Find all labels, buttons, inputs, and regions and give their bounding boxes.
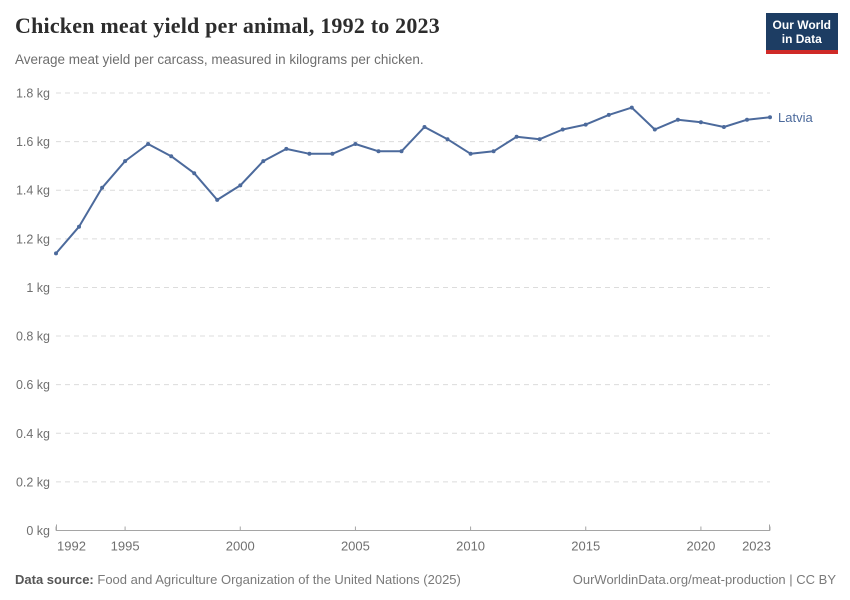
data-source-text: Food and Agriculture Organization of the…: [97, 572, 461, 587]
data-source-label: Data source:: [15, 572, 94, 587]
data-line-latvia[interactable]: [55, 106, 771, 255]
x-tick-label: 2020: [686, 539, 715, 554]
data-point[interactable]: [698, 120, 703, 125]
data-point[interactable]: [169, 154, 174, 159]
line-chart: 0 kg 0.2 kg 0.4 kg 0.6 kg 0.8 kg 1 kg 1.2 kg 1.…: [16, 87, 814, 554]
owid-logo-line2: in Data: [781, 32, 822, 46]
owid-logo-line1: Our World: [772, 18, 831, 32]
data-point[interactable]: [629, 105, 634, 110]
data-point[interactable]: [468, 151, 473, 156]
y-tick-label: 0.8 kg: [16, 330, 50, 344]
data-point[interactable]: [123, 159, 128, 164]
owid-logo[interactable]: Our World in Data: [765, 13, 838, 54]
data-point[interactable]: [606, 112, 611, 117]
data-point[interactable]: [768, 115, 772, 120]
data-point[interactable]: [330, 151, 335, 156]
data-point[interactable]: [238, 183, 243, 188]
y-tick-label: 0.6 kg: [16, 378, 50, 392]
data-point[interactable]: [537, 137, 542, 142]
data-point[interactable]: [284, 146, 289, 151]
x-tick-label: 1995: [111, 539, 140, 554]
data-point[interactable]: [560, 127, 565, 132]
y-tick-label: 1.4 kg: [16, 184, 50, 198]
x-tick-label: 2023: [742, 539, 771, 554]
data-point[interactable]: [261, 159, 266, 164]
chart-subtitle: Average meat yield per carcass, measured…: [15, 52, 424, 67]
data-point[interactable]: [307, 151, 312, 156]
data-point[interactable]: [652, 127, 657, 132]
data-point[interactable]: [745, 117, 749, 122]
x-tick-label: 1992: [57, 539, 86, 554]
data-point[interactable]: [583, 122, 588, 127]
y-tick-label: 0.2 kg: [16, 475, 50, 489]
y-tick-label: 1.8 kg: [16, 87, 50, 101]
data-point[interactable]: [376, 149, 381, 154]
x-tick-label: 2015: [571, 539, 600, 554]
x-tick-label: 2000: [226, 539, 255, 554]
page-title: Chicken meat yield per animal, 1992 to 2…: [15, 13, 440, 38]
series-label-latvia[interactable]: Latvia: [778, 110, 813, 125]
y-tick-label: 1.2 kg: [16, 232, 50, 246]
data-point[interactable]: [514, 134, 519, 139]
data-point[interactable]: [215, 197, 220, 202]
y-tick-label: 0 kg: [26, 524, 50, 538]
x-tick-label: 2005: [341, 539, 370, 554]
data-point[interactable]: [100, 185, 105, 190]
y-tick-label: 1 kg: [26, 281, 50, 295]
data-point[interactable]: [146, 142, 151, 146]
data-point[interactable]: [192, 171, 197, 176]
data-point[interactable]: [77, 224, 81, 229]
data-point[interactable]: [422, 125, 427, 129]
y-tick-label: 1.6 kg: [16, 135, 50, 149]
data-point[interactable]: [54, 251, 58, 256]
data-point[interactable]: [491, 149, 496, 154]
owid-url[interactable]: OurWorldinData.org/meat-production | CC …: [572, 572, 836, 587]
data-point[interactable]: [445, 137, 450, 142]
data-point[interactable]: [721, 125, 726, 129]
data-source: Data source: Food and Agriculture Organi…: [15, 572, 461, 587]
data-point[interactable]: [399, 149, 404, 154]
x-tick-label: 2010: [456, 539, 485, 554]
data-point[interactable]: [675, 117, 680, 122]
chart-footer: Data source: Food and Agriculture Organi…: [15, 572, 836, 587]
data-point[interactable]: [353, 142, 358, 146]
y-tick-label: 0.4 kg: [16, 427, 50, 441]
